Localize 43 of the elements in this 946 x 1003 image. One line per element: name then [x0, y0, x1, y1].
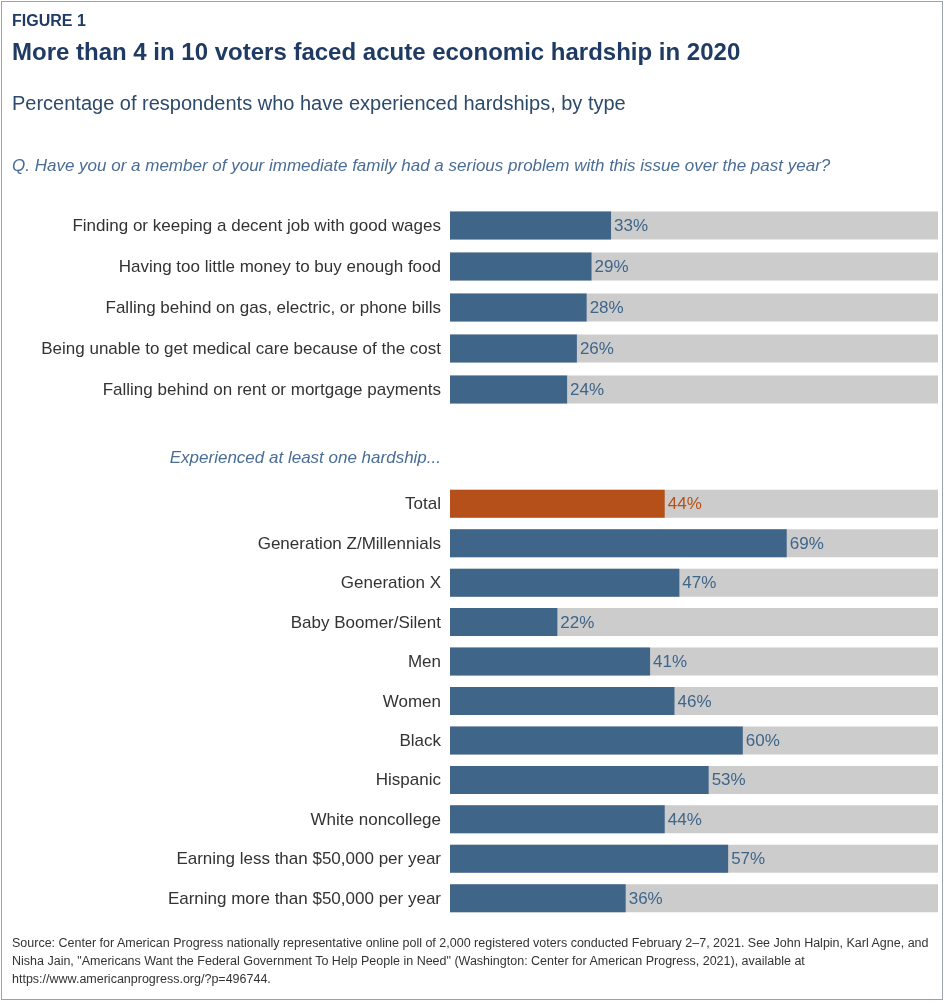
text: Q. Have you or a member of your immediate family had a serious problem with this issue over the past year?	[12, 156, 831, 176]
y-tick-label: Having too little money to buy enough food	[118, 257, 441, 276]
caption: FIGURE 1	[12, 12, 86, 30]
data-label: 22%	[560, 612, 595, 632]
y-tick-label: Earning less than $50,000 per year	[176, 849, 442, 869]
bar	[450, 293, 587, 322]
y-tick-label: Earning more than $50,000 per year	[167, 888, 442, 908]
y-tick-label: Finding or keeping a decent job with good wages	[72, 216, 441, 235]
y-tick-label: Hispanic	[375, 770, 442, 790]
y-tick-label: Total	[405, 494, 441, 514]
y-tick-label: Falling behind on rent or mortgage payments	[102, 380, 441, 399]
data-label: 44%	[667, 809, 702, 829]
bar	[450, 375, 568, 404]
bar	[450, 608, 558, 637]
bar	[450, 334, 577, 363]
data-label: 24%	[570, 380, 605, 399]
data-label: 69%	[789, 533, 824, 553]
y-tick-label: Women	[382, 691, 441, 711]
data-label: 29%	[594, 257, 629, 276]
data-label: 36%	[628, 888, 663, 908]
y-tick-label: Men	[407, 652, 441, 672]
chart-title: More than 4 in 10 voters faced acute economic hardship in 2020	[12, 38, 741, 66]
source-note: Source: Center for American Progress nationally representative online poll of 2,000 registered voters conducted February 2–7, 2021. See John Halpin, Karl Agne, and Nisha Jain, "Americans Want the Federal Government To Help People in Need" (Washington: Center for American Progress, 2021), available at https://www.americanprogress.org/?p=496744.	[12, 935, 930, 988]
data-label: 44%	[667, 494, 702, 514]
data-label: 46%	[677, 691, 712, 711]
y-tick-label: White noncollege	[310, 809, 441, 829]
y-tick-label: Being unable to get medical care because of the cost	[41, 339, 442, 358]
data-label: 47%	[682, 573, 717, 593]
y-tick-label: Baby Boomer/Silent	[290, 612, 442, 632]
text: Experienced at least one hardship...	[169, 448, 441, 468]
data-label: 57%	[731, 849, 766, 869]
data-label: 41%	[653, 652, 688, 672]
data-label: 53%	[711, 770, 746, 790]
data-label: 28%	[589, 298, 624, 317]
data-label: 60%	[745, 730, 780, 750]
y-tick-label: Generation X	[340, 573, 441, 593]
data-label: 26%	[579, 339, 614, 358]
y-tick-label: Black	[399, 730, 442, 750]
y-tick-label: Generation Z/Millennials	[257, 533, 441, 553]
chart-subtitle: Percentage of respondents who have experienced hardships, by type	[12, 92, 626, 115]
y-tick-label: Falling behind on gas, electric, or phone bills	[105, 298, 441, 317]
data-label: 33%	[614, 216, 649, 235]
bar	[450, 252, 592, 281]
